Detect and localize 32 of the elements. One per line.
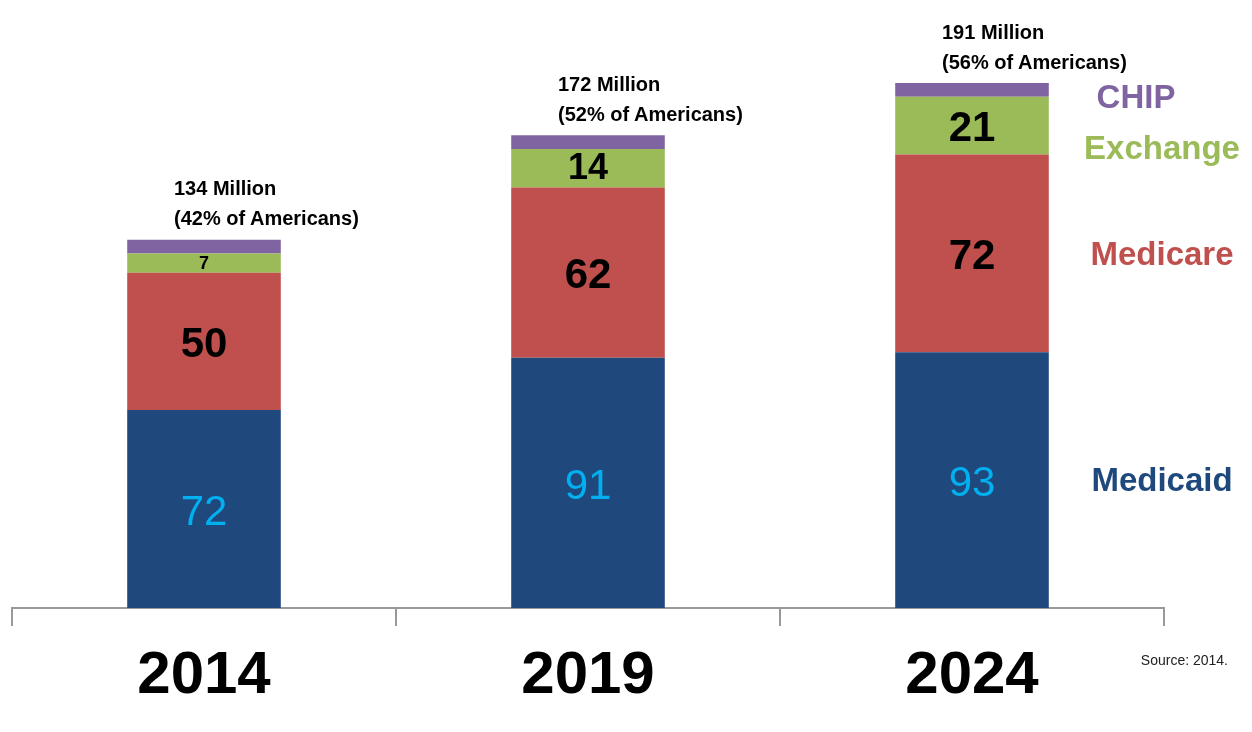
data-label: 50 xyxy=(180,318,228,366)
bar xyxy=(511,187,665,358)
data-label: 93 xyxy=(948,457,996,505)
source-note: Source: 2014. xyxy=(1140,652,1228,668)
data-label: 91 xyxy=(564,460,612,508)
data-label: 62 xyxy=(564,250,612,298)
bar xyxy=(511,357,665,608)
bar xyxy=(895,96,1049,155)
bar xyxy=(127,410,281,608)
series-label: Exchange xyxy=(1084,128,1240,166)
data-label: 14 xyxy=(567,146,609,188)
data-label: 21 xyxy=(948,103,996,151)
x-tick-label: 2014 xyxy=(137,638,272,706)
series-label: Medicare xyxy=(1090,234,1234,272)
total-label: 172 Million (52% of Americans) xyxy=(558,72,743,125)
series-label: CHIP xyxy=(1096,78,1176,116)
bar xyxy=(127,239,281,254)
series-label: Medicaid xyxy=(1091,461,1233,499)
data-label: 72 xyxy=(180,486,228,534)
bar xyxy=(511,148,665,188)
bar xyxy=(895,83,1049,97)
bar xyxy=(511,135,665,149)
bar xyxy=(127,272,281,411)
data-label: 72 xyxy=(948,231,996,278)
total-label: 134 Million (42% of Americans) xyxy=(174,177,359,230)
x-tick-label: 2024 xyxy=(905,638,1040,706)
bar xyxy=(895,154,1049,353)
x-tick-label: 2019 xyxy=(521,638,655,706)
bar xyxy=(127,253,281,273)
total-label: 191 Million (56% of Americans) xyxy=(942,20,1127,73)
bar xyxy=(895,352,1049,608)
data-label: 7 xyxy=(198,253,210,274)
